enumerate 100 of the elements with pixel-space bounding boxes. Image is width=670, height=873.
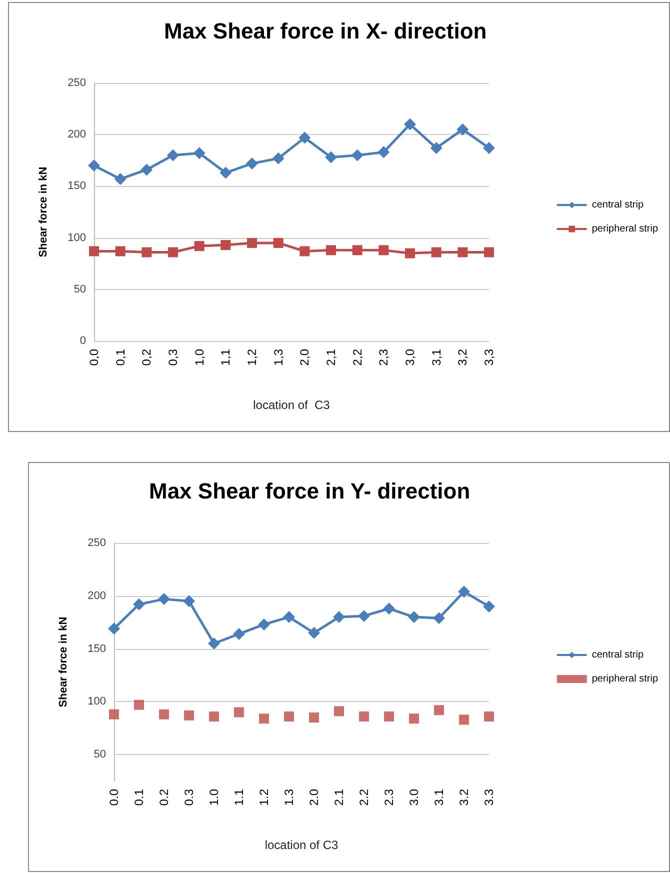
- point: [300, 246, 310, 256]
- point: [384, 711, 394, 722]
- point: [273, 238, 284, 248]
- point: [167, 149, 179, 162]
- y-tick-label: 0: [80, 335, 86, 347]
- x-tick-label: 1.3: [282, 788, 296, 806]
- x-tick-label: 0.1: [132, 788, 146, 806]
- point: [183, 595, 195, 608]
- point: [430, 142, 442, 154]
- x-tick-label: 2.1: [332, 788, 346, 806]
- point: [272, 152, 284, 164]
- point: [194, 241, 204, 252]
- y-tick-label: 50: [74, 283, 86, 296]
- point: [431, 247, 442, 258]
- point: [246, 157, 258, 170]
- point: [258, 618, 270, 630]
- x-tick-label: 1.2: [257, 788, 271, 806]
- x-tick-label: 1,1: [218, 348, 233, 366]
- point: [158, 593, 170, 606]
- y-tick-label: 100: [88, 696, 106, 708]
- x-tick-label: 2.3: [382, 788, 396, 806]
- point: [378, 146, 390, 158]
- x-tick-label: 0.3: [182, 788, 196, 806]
- point: [209, 711, 219, 722]
- y-tick-label: 250: [68, 77, 86, 89]
- x-tick-label: 3.1: [432, 788, 446, 806]
- y-axis-title: Shear force in kN: [38, 166, 50, 258]
- point: [220, 240, 231, 250]
- point: [184, 710, 194, 720]
- x-tick-label: 3.2: [457, 788, 471, 806]
- point: [383, 602, 395, 615]
- x-tick-label: 1.0: [207, 788, 221, 806]
- x-tick-label: 3.0: [407, 788, 421, 806]
- point: [409, 714, 419, 724]
- point: [352, 245, 362, 256]
- point: [308, 626, 320, 639]
- point: [220, 166, 232, 179]
- point: [208, 637, 220, 650]
- point: [483, 600, 495, 612]
- point: [133, 598, 145, 610]
- point: [140, 164, 153, 176]
- x-tick-label: 3,3: [482, 348, 496, 366]
- y-tick-label: 200: [88, 590, 106, 602]
- point: [433, 612, 445, 624]
- point: [247, 238, 257, 248]
- y-tick-label: 150: [88, 642, 106, 655]
- x-tick-label: 0.2: [157, 788, 171, 806]
- legend-label: central strip: [592, 650, 644, 660]
- point: [456, 123, 469, 136]
- point: [405, 248, 415, 258]
- x-tick-label: 2,1: [324, 348, 338, 366]
- y-tick-label: 50: [94, 748, 106, 761]
- legend-label: peripheral strip: [592, 224, 658, 234]
- x-tick-label: 3,2: [456, 348, 470, 366]
- point: [115, 246, 126, 256]
- legend-label: peripheral strip: [592, 674, 658, 684]
- y-tick-label: 150: [68, 180, 86, 192]
- point: [309, 712, 319, 723]
- x-tick-label: 0,0: [87, 348, 101, 366]
- point: [458, 586, 470, 598]
- point: [408, 611, 420, 624]
- point: [333, 611, 345, 624]
- x-tick-label: 1,3: [271, 348, 286, 366]
- point: [283, 611, 295, 624]
- point: [89, 246, 99, 256]
- x-tick-label: 2,0: [298, 348, 312, 366]
- point: [404, 118, 416, 130]
- chart-title: Max Shear force in X- direction: [164, 18, 487, 44]
- chart-title: Max Shear force in Y- direction: [149, 478, 470, 504]
- x-axis-title: location of C3: [253, 398, 330, 412]
- point: [483, 142, 495, 154]
- y-axis-title: Shear force in kN: [58, 616, 70, 708]
- point: [259, 714, 269, 724]
- point: [284, 711, 294, 722]
- point: [108, 622, 120, 635]
- x-tick-label: 0,3: [166, 348, 180, 366]
- legend-label: central strip: [592, 200, 644, 210]
- x-tick-label: 0,2: [140, 348, 154, 366]
- x-tick-label: 2.0: [307, 788, 321, 806]
- x-tick-label: 0.0: [107, 788, 121, 806]
- point: [358, 610, 370, 622]
- point: [234, 707, 244, 718]
- x-tick-label: 3,0: [403, 348, 417, 366]
- point: [325, 151, 337, 164]
- point: [193, 147, 206, 160]
- x-tick-label: 0,1: [113, 348, 128, 366]
- point: [458, 247, 468, 258]
- x-tick-label: 1,0: [192, 348, 206, 366]
- point: [434, 705, 444, 716]
- x-tick-label: 2,2: [350, 348, 364, 366]
- y-tick-label: 200: [68, 128, 86, 141]
- x-tick-label: 1,2: [245, 348, 259, 366]
- x-tick-label: 2.2: [357, 788, 371, 806]
- x-tick-label: 3.3: [482, 788, 496, 806]
- point: [359, 711, 369, 722]
- point: [459, 714, 469, 725]
- point: [484, 711, 494, 722]
- point: [484, 247, 494, 258]
- y-tick-label: 250: [88, 537, 106, 549]
- point: [159, 709, 169, 720]
